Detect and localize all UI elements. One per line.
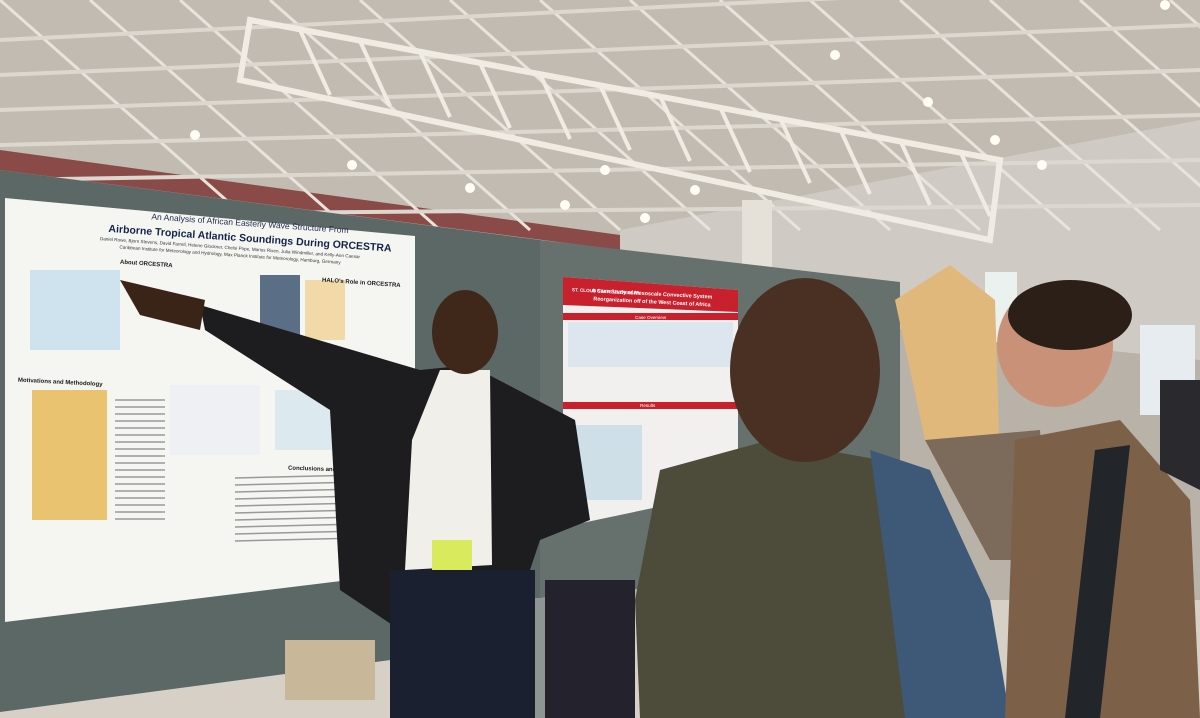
ceiling-light <box>465 183 475 193</box>
ceiling-light <box>600 165 610 175</box>
section-heading: Results <box>640 403 656 408</box>
main-truss <box>236 16 1004 244</box>
truss-web <box>778 117 812 184</box>
ceiling-light <box>690 185 700 195</box>
poster-header <box>563 277 738 312</box>
background-person <box>285 640 375 700</box>
poster-figure <box>170 385 260 455</box>
ceiling-light <box>1037 160 1047 170</box>
ceiling-light <box>830 50 840 60</box>
truss-web <box>958 150 992 217</box>
poster-figure <box>568 322 733 367</box>
background-person <box>1160 380 1200 490</box>
truss-web <box>658 95 692 162</box>
red-upper-band <box>0 150 620 250</box>
truss <box>1079 0 1200 109</box>
student-hair <box>1008 280 1132 350</box>
student-shirt <box>635 440 940 718</box>
person-legs <box>545 580 635 718</box>
student-hair <box>730 278 880 462</box>
ceiling-light <box>1160 0 1170 10</box>
pillar <box>742 200 772 275</box>
ceiling-light <box>990 135 1000 145</box>
ceiling-light <box>347 160 357 170</box>
truss-web <box>298 29 332 96</box>
truss-web <box>898 139 932 206</box>
ceiling-light <box>923 97 933 107</box>
truss <box>0 113 1200 147</box>
truss <box>89 0 351 232</box>
truss-web <box>598 84 632 151</box>
section-heading: HALO's Role in ORCESTRA <box>322 278 402 290</box>
truss <box>0 68 1200 112</box>
board-leg <box>535 598 545 718</box>
presenter-trousers <box>390 570 535 718</box>
section-heading: Case Overview <box>635 315 667 320</box>
truss-web <box>418 51 452 118</box>
truss <box>899 0 1161 232</box>
truss <box>359 0 621 232</box>
truss-web <box>718 106 752 173</box>
blonde-hair <box>895 265 1000 480</box>
poster-figure <box>305 280 345 340</box>
truss-web <box>838 128 872 195</box>
poster-band <box>563 402 738 409</box>
truss-web <box>538 73 572 140</box>
section-heading: Motivations and Methodology <box>18 378 104 388</box>
poster-texts: An Analysis of African Easterly Wave Str… <box>18 211 713 474</box>
truss <box>719 0 981 232</box>
poster-figure <box>32 390 107 520</box>
backpack-strap <box>1065 445 1130 718</box>
ceiling-light <box>190 130 200 140</box>
presenter-shirt <box>405 370 492 570</box>
truss-web <box>478 62 512 129</box>
truss <box>449 0 711 232</box>
presenter-jacket <box>200 305 590 640</box>
truss-web <box>358 40 392 107</box>
university-name: ST. CLOUD STATE UNIVERSITY <box>572 287 641 296</box>
blue-jacket <box>870 450 1010 718</box>
poster-figure <box>30 270 120 350</box>
truss <box>0 23 1200 77</box>
truss <box>179 0 441 232</box>
presenter-head <box>432 290 498 374</box>
ceiling-light <box>640 213 650 223</box>
foreground <box>120 265 1200 718</box>
truss <box>0 0 841 42</box>
ceiling-light <box>560 200 570 210</box>
badge <box>432 540 472 570</box>
section-heading: About ORCESTRA <box>120 260 174 270</box>
presenter-arm <box>120 280 205 330</box>
poster-band <box>563 313 738 320</box>
